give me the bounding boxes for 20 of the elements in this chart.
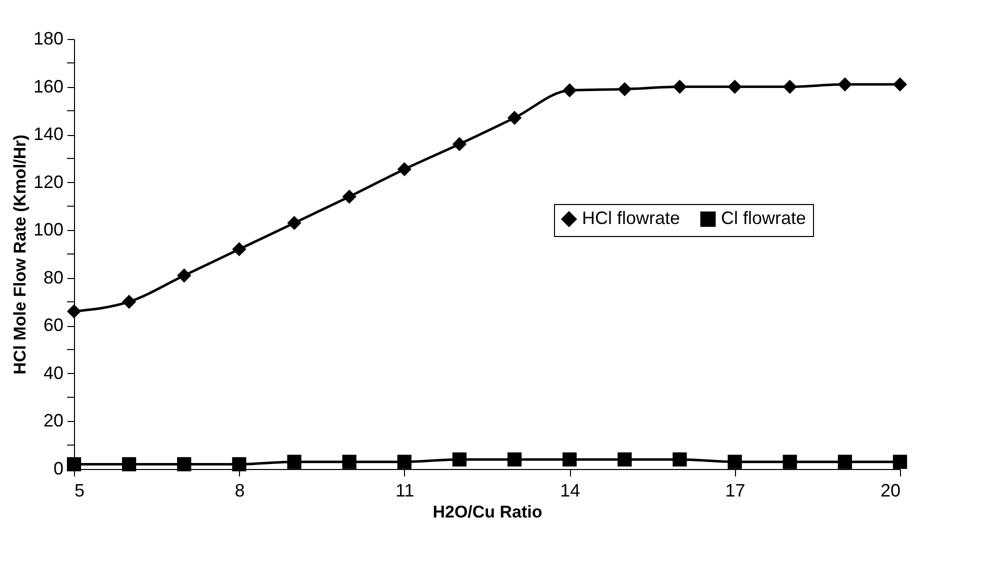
legend-label: Cl flowrate <box>721 208 806 228</box>
x-tick-label: 17 <box>725 480 746 500</box>
x-tick-label: 14 <box>560 480 580 500</box>
x-tick-label: 8 <box>234 480 245 500</box>
legend-label: HCl flowrate <box>582 208 680 228</box>
y-tick-label: 100 <box>33 220 64 240</box>
y-tick-label: 0 <box>53 458 64 478</box>
y-tick-label: 120 <box>33 172 64 192</box>
y-tick-label: 180 <box>33 28 64 48</box>
y-tick-label: 20 <box>43 410 64 431</box>
x-tick-label: 11 <box>396 480 414 500</box>
x-tick-label: 20 <box>880 480 900 500</box>
x-tick-label: 5 <box>74 480 85 500</box>
y-tick-label: 60 <box>43 315 64 336</box>
y-tick-label: 160 <box>33 76 64 96</box>
y-tick-label: 140 <box>33 124 64 144</box>
x-axis-title: H2O/Cu Ratio <box>432 502 542 522</box>
y-tick-label: 80 <box>43 267 64 288</box>
y-tick-label: 40 <box>43 362 64 383</box>
y-axis-title: HCl Mole Flow Rate (Kmol/Hr) <box>10 134 30 374</box>
